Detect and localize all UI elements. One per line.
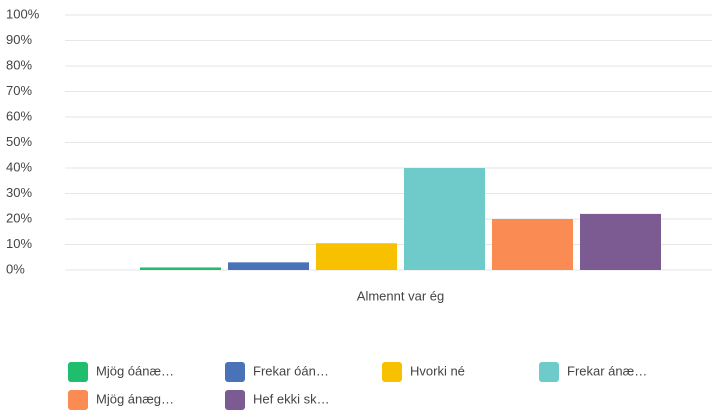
legend-swatch	[225, 362, 245, 382]
y-tick-label: 20%	[6, 210, 32, 225]
bar	[140, 267, 221, 270]
legend-label: Hef ekki sk…	[253, 391, 330, 406]
bar	[404, 168, 485, 270]
legend-label: Hvorki né	[410, 363, 465, 378]
bar	[580, 213, 661, 270]
y-tick-label: 80%	[6, 57, 32, 72]
bar	[228, 262, 309, 270]
bar	[316, 243, 397, 270]
y-tick-label: 90%	[6, 32, 32, 47]
legend-swatch	[225, 390, 245, 410]
legend-label: Frekar ánæ…	[567, 363, 647, 378]
y-tick-label: 40%	[6, 159, 32, 174]
bar	[492, 219, 573, 270]
legend-swatch	[68, 362, 88, 382]
y-tick-label: 10%	[6, 236, 32, 251]
x-tick-label: Almennt var ég	[357, 288, 444, 303]
y-tick-label: 70%	[6, 83, 32, 98]
legend-swatch	[539, 362, 559, 382]
y-tick-label: 60%	[6, 108, 32, 123]
y-tick-label: 100%	[6, 6, 40, 21]
legend-label: Mjög ánæg…	[96, 391, 174, 406]
y-tick-label: 50%	[6, 134, 32, 149]
legend-label: Frekar óán…	[253, 363, 329, 378]
y-tick-label: 0%	[6, 261, 25, 276]
legend-label: Mjög óánæ…	[96, 363, 174, 378]
y-tick-label: 30%	[6, 185, 32, 200]
legend-swatch	[382, 362, 402, 382]
legend-swatch	[68, 390, 88, 410]
